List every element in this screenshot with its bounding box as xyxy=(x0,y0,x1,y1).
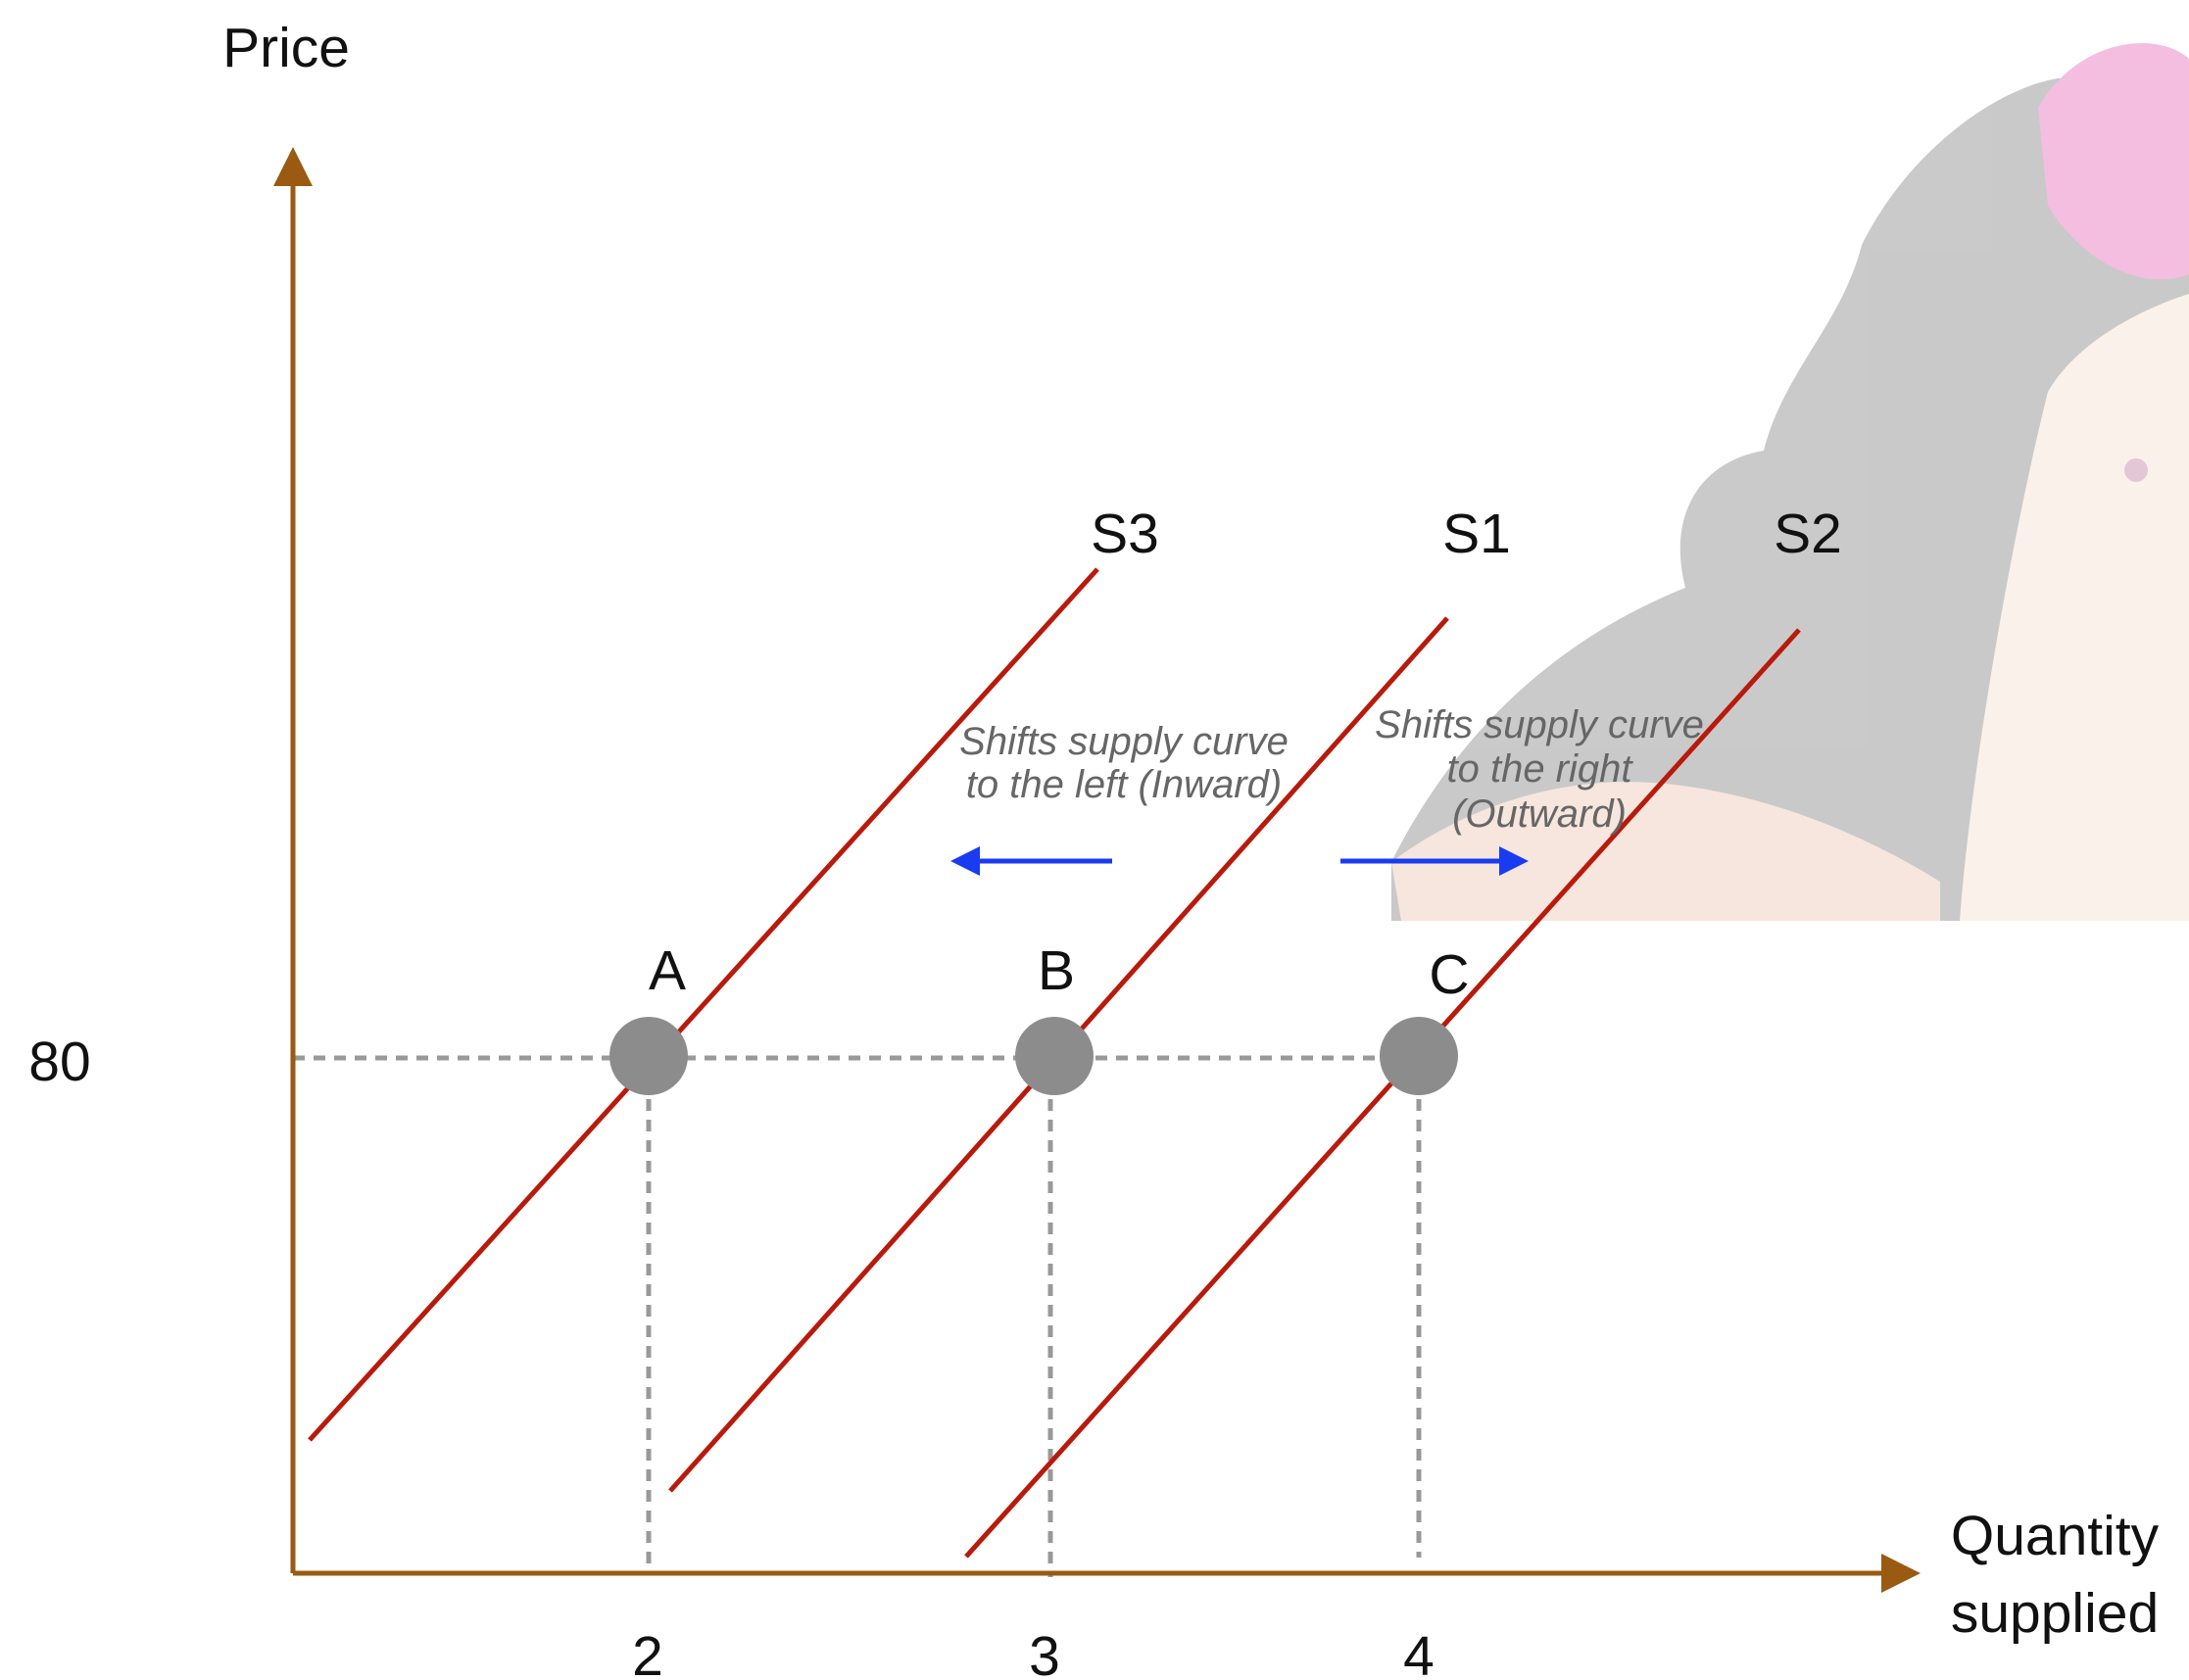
curve-label: S3 xyxy=(1091,503,1159,565)
point-label: C xyxy=(1429,943,1469,1006)
x-tick-label: 4 xyxy=(1403,1625,1435,1680)
supply-curve xyxy=(964,628,1801,1559)
annotation: to the right xyxy=(1446,747,1633,791)
y-tick-label: 80 xyxy=(28,1031,90,1093)
background-illustration xyxy=(1391,43,2189,921)
curve-label: S1 xyxy=(1442,503,1511,565)
annotation: Shifts supply curve xyxy=(1375,703,1704,746)
x-axis-label: supplied xyxy=(1951,1582,2159,1645)
x-tick-label: 2 xyxy=(632,1625,663,1680)
annotation: to the left (Inward) xyxy=(966,763,1282,806)
y-axis-label: Price xyxy=(222,17,350,79)
x-tick-label: 3 xyxy=(1029,1625,1060,1680)
point xyxy=(609,1017,688,1095)
point-label: B xyxy=(1038,939,1075,1002)
point xyxy=(1380,1017,1458,1095)
x-axis-label: Quantity xyxy=(1951,1505,2160,1567)
point-label: A xyxy=(649,939,686,1002)
point xyxy=(1015,1017,1094,1095)
annotation: Shifts supply curve xyxy=(959,720,1289,763)
supply-curve xyxy=(308,567,1099,1442)
curve-label: S2 xyxy=(1774,503,1842,565)
annotation: (Outward) xyxy=(1452,792,1627,836)
